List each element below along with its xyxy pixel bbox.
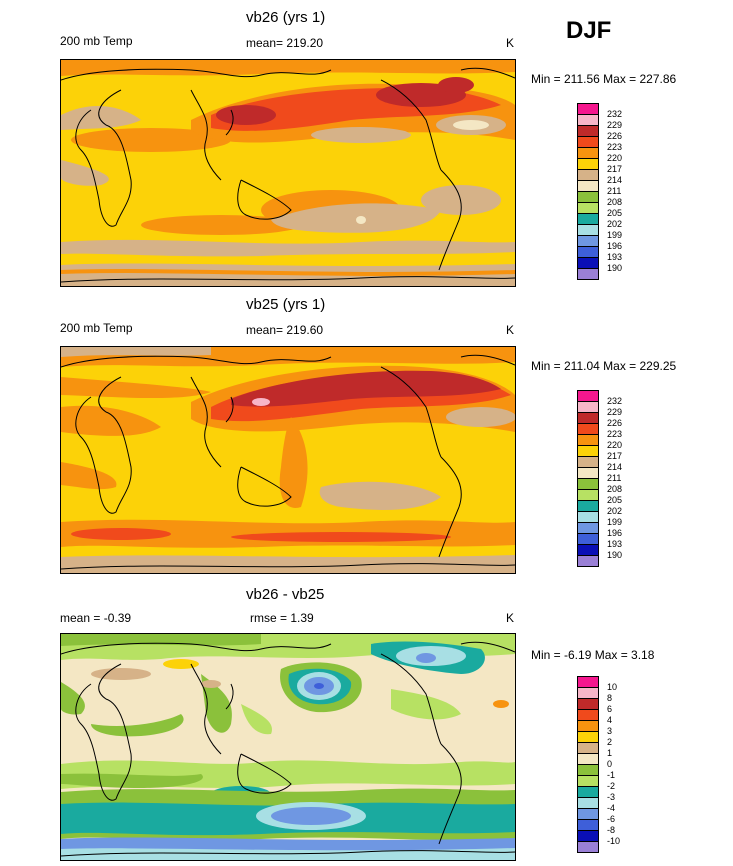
panel2-legend-tick: 214 xyxy=(607,462,623,472)
panel3-legend-tick: -6 xyxy=(607,814,616,824)
panel1-legend-tick: 220 xyxy=(607,153,623,163)
panel1-legend-tick: 193 xyxy=(607,252,623,262)
panel3-rmse-label: rmse = 1.39 xyxy=(250,611,314,625)
panel3-legend-tick: 2 xyxy=(607,737,613,747)
panel3-legend-tick: 3 xyxy=(607,726,613,736)
panel1-legend-tick: 232 xyxy=(607,109,623,119)
panel2-variable-label: 200 mb Temp xyxy=(60,321,133,335)
panel1-variable-label: 200 mb Temp xyxy=(60,34,133,48)
panel3-mean-label: mean = -0.39 xyxy=(60,611,132,625)
panel1-legend-tick: 223 xyxy=(607,142,623,152)
panel1-legend-tick: 199 xyxy=(607,230,623,240)
panel2-legend-tick: 223 xyxy=(607,429,623,439)
panel2-legend-tick: 217 xyxy=(607,451,623,461)
panel1-legend-tick: 217 xyxy=(607,164,623,174)
panel3-legend-tick: -3 xyxy=(607,792,616,802)
panel2-legend-tick: 190 xyxy=(607,550,623,560)
panel1-map xyxy=(60,59,516,287)
panel1-minmax: Min = 211.56 Max = 227.86 xyxy=(531,72,677,86)
panel2-mean-label: mean= 219.60 xyxy=(246,323,324,337)
panel2-legend-tick: 232 xyxy=(607,396,623,406)
panel3-minmax: Min = -6.19 Max = 3.18 xyxy=(531,648,655,662)
panel1-title: vb26 (yrs 1) xyxy=(246,9,326,26)
panel3-legend-tick: -2 xyxy=(607,781,616,791)
panel1-legend-tick: 214 xyxy=(607,175,623,185)
panel3-legend-tick: -1 xyxy=(607,770,616,780)
panel1-mean-label: mean= 219.20 xyxy=(246,36,324,50)
panel3-legend-tick: 10 xyxy=(607,682,618,692)
panel1-legend-tick: 196 xyxy=(607,241,623,251)
panel1-legend-tick: 226 xyxy=(607,131,623,141)
panel3-legend-tick: 4 xyxy=(607,715,613,725)
panel3-legend-tick: -10 xyxy=(607,836,621,846)
panel2-legend-swatch xyxy=(577,555,599,567)
panel1-legend-tick: 229 xyxy=(607,120,623,130)
panel3-legend-tick: 1 xyxy=(607,748,613,758)
panel2-legend-tick: 220 xyxy=(607,440,623,450)
season-label: DJF xyxy=(566,17,612,44)
panel1-legend-tick: 205 xyxy=(607,208,623,218)
panel2-legend-tick: 208 xyxy=(607,484,623,494)
panel1-legend-swatch xyxy=(577,268,599,280)
panel1-legend-tick: 190 xyxy=(607,263,623,273)
panel1-units: K xyxy=(506,36,515,50)
panel2-minmax: Min = 211.04 Max = 229.25 xyxy=(531,359,677,373)
panel2-legend-tick: 199 xyxy=(607,517,623,527)
panel3-legend-tick: -4 xyxy=(607,803,616,813)
panel1-legend-tick: 208 xyxy=(607,197,623,207)
panel2-legend-tick: 196 xyxy=(607,528,623,538)
panel2-legend-tick: 211 xyxy=(607,473,622,483)
panel3-map xyxy=(60,633,516,861)
panel2-legend-tick: 226 xyxy=(607,418,623,428)
panel2-legend-tick: 202 xyxy=(607,506,623,516)
panel3-legend-tick: 8 xyxy=(607,693,613,703)
panel3-title: vb26 - vb25 xyxy=(246,586,325,603)
panel2-legend-tick: 229 xyxy=(607,407,623,417)
panel2-title: vb25 (yrs 1) xyxy=(246,296,326,313)
panel3-legend-tick: 0 xyxy=(607,759,613,769)
panel3-legend-swatch xyxy=(577,841,599,853)
panel2-legend-tick: 205 xyxy=(607,495,623,505)
panel1-legend-tick: 202 xyxy=(607,219,623,229)
panel1-legend-tick: 211 xyxy=(607,186,622,196)
panel2-legend-tick: 193 xyxy=(607,539,623,549)
panel2-map xyxy=(60,346,516,574)
panel3-legend-tick: -8 xyxy=(607,825,616,835)
panel2-units: K xyxy=(506,323,515,337)
panel3-units: K xyxy=(506,611,515,625)
panel3-legend-tick: 6 xyxy=(607,704,613,714)
